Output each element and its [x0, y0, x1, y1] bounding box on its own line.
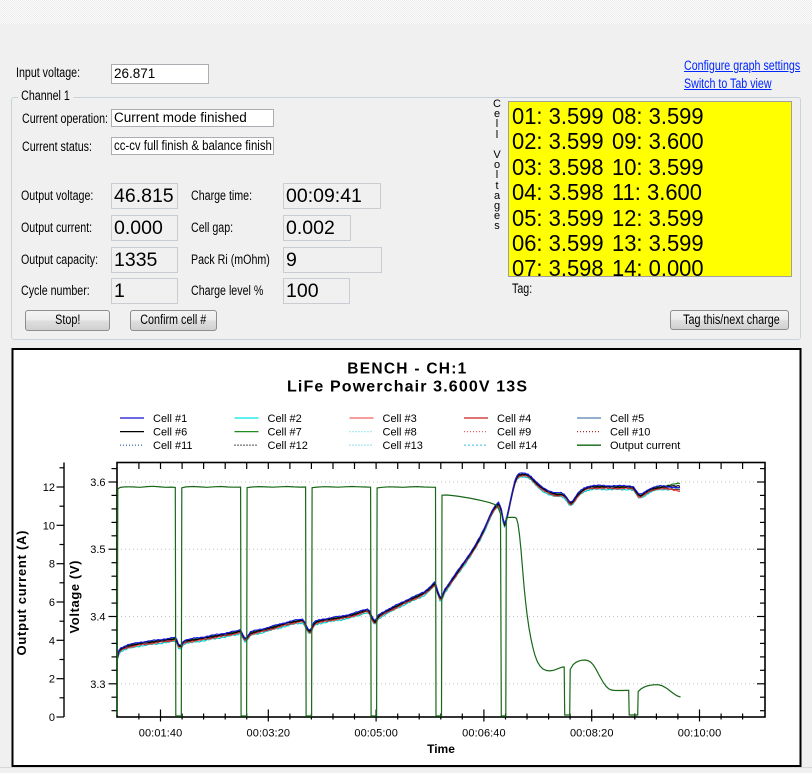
svg-text:3.4: 3.4 — [90, 612, 105, 624]
svg-text:Cell #12: Cell #12 — [268, 440, 308, 452]
svg-text:Cell #11: Cell #11 — [153, 440, 193, 452]
svg-text:Voltage (V): Voltage (V) — [67, 561, 82, 634]
svg-text:6: 6 — [49, 597, 55, 609]
svg-text:Cell #9: Cell #9 — [497, 427, 531, 439]
svg-text:0: 0 — [49, 712, 55, 724]
svg-text:BENCH - CH:1: BENCH - CH:1 — [347, 361, 466, 378]
svg-text:3.6: 3.6 — [90, 477, 105, 489]
svg-text:00:05:00: 00:05:00 — [354, 728, 398, 740]
svg-text:00:01:40: 00:01:40 — [139, 728, 183, 740]
svg-text:Cell #7: Cell #7 — [268, 427, 302, 439]
svg-text:00:06:40: 00:06:40 — [462, 728, 506, 740]
svg-text:12: 12 — [43, 482, 55, 494]
svg-text:Cell #5: Cell #5 — [610, 413, 644, 425]
svg-text:Cell #6: Cell #6 — [153, 427, 187, 439]
svg-text:Time: Time — [427, 742, 455, 756]
svg-text:00:08:20: 00:08:20 — [570, 728, 614, 740]
svg-text:Output current (A): Output current (A) — [14, 531, 29, 656]
svg-text:Cell #8: Cell #8 — [383, 427, 417, 439]
svg-text:3.3: 3.3 — [90, 679, 105, 691]
svg-text:3.5: 3.5 — [90, 544, 105, 556]
svg-text:00:10:00: 00:10:00 — [678, 728, 722, 740]
svg-text:Cell #4: Cell #4 — [497, 413, 531, 425]
svg-text:2: 2 — [49, 674, 55, 686]
svg-text:Cell #13: Cell #13 — [383, 440, 423, 452]
svg-text:Cell #14: Cell #14 — [497, 440, 537, 452]
svg-text:8: 8 — [49, 559, 55, 571]
svg-text:LiFe Powerchair 3.600V 13S: LiFe Powerchair 3.600V 13S — [287, 379, 527, 396]
svg-text:Cell #3: Cell #3 — [383, 413, 417, 425]
svg-text:Cell #1: Cell #1 — [153, 413, 187, 425]
svg-text:Output current: Output current — [610, 440, 680, 452]
svg-text:10: 10 — [43, 520, 55, 532]
svg-text:4: 4 — [49, 635, 55, 647]
svg-text:Cell #10: Cell #10 — [610, 427, 650, 439]
svg-text:00:03:20: 00:03:20 — [247, 728, 291, 740]
svg-text:Cell #2: Cell #2 — [268, 413, 302, 425]
